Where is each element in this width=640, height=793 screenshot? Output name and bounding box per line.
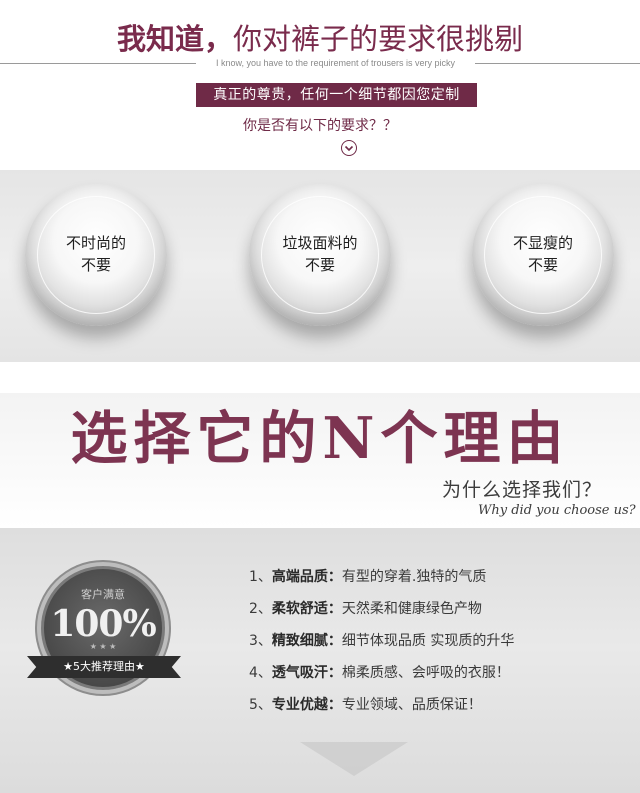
panel-notch	[300, 742, 408, 776]
reason-desc: 有型的穿着.独特的气质	[341, 569, 487, 585]
divider-left	[0, 63, 196, 64]
headline: 我知道，你对裤子的要求很挑剔	[0, 20, 640, 58]
reason-item: 4、透气吸汗：棉柔质感、会呼吸的衣服！	[249, 662, 629, 694]
badge-ribbon: ★5大推荐理由★	[27, 656, 181, 678]
requirements-strip: 不时尚的 不要 垃圾面料的 不要 不显瘦的 不要	[0, 170, 640, 362]
chevron-down-circle-icon	[341, 140, 357, 156]
reason-list: 1、高端品质：有型的穿着.独特的气质 2、柔软舒适：天然柔和健康绿色产物 3、精…	[249, 566, 629, 726]
reason-desc: 棉柔质感、会呼吸的衣服！	[341, 665, 510, 681]
requirement-sphere: 垃圾面料的 不要	[249, 184, 391, 326]
reason-key: 高端品质：	[271, 569, 342, 585]
requirement-verdict: 不要	[304, 256, 335, 274]
badge-top-label: 客户满意	[81, 588, 125, 601]
tagline-banner: 真正的尊贵，任何一个细节都因您定制	[196, 83, 477, 107]
divider-right	[475, 63, 640, 64]
why-choose-us-cn: 为什么选择我们？	[442, 479, 603, 501]
reason-number: 5、	[249, 697, 272, 713]
reason-key: 专业优越：	[271, 697, 342, 713]
requirement-sphere: 不显瘦的 不要	[472, 184, 614, 326]
requirement-line: 垃圾面料的	[282, 234, 358, 252]
reason-item: 5、专业优越：专业领域、品质保证！	[249, 694, 629, 726]
reason-desc: 专业领域、品质保证！	[341, 697, 482, 713]
requirement-line: 不时尚的	[65, 234, 126, 252]
badge-percent: 100%	[50, 603, 156, 645]
reason-number: 2、	[249, 601, 272, 617]
badge-stars-icon: ★ ★ ★	[89, 642, 117, 651]
requirement-line: 不显瘦的	[512, 234, 573, 252]
question-text: 你是否有以下的要求？？	[243, 118, 397, 134]
reason-key: 精致细腻：	[271, 633, 342, 649]
reason-item: 1、高端品质：有型的穿着.独特的气质	[249, 566, 629, 598]
reason-desc: 细节体现品质 实现质的升华	[341, 633, 515, 649]
satisfaction-badge: 客户满意 100% ★ ★ ★ ★5大推荐理由★	[27, 566, 181, 696]
reasons-header-bg	[0, 393, 640, 528]
requirement-sphere: 不时尚的 不要	[25, 184, 167, 326]
reason-number: 1、	[249, 569, 272, 585]
requirement-verdict: 不要	[80, 256, 111, 274]
reason-number: 3、	[249, 633, 272, 649]
reason-item: 3、精致细腻：细节体现品质 实现质的升华	[249, 630, 629, 662]
headline-strong: 我知道，	[116, 22, 233, 56]
reasons-title: 选择它的N个理由	[70, 405, 570, 472]
headline-english: I know, you have to the requirement of t…	[215, 58, 456, 68]
requirement-verdict: 不要	[527, 256, 558, 274]
reason-item: 2、柔软舒适：天然柔和健康绿色产物	[249, 598, 629, 630]
headline-rest: 你对裤子的要求很挑剔	[233, 22, 524, 56]
reason-number: 4、	[249, 665, 272, 681]
why-choose-us-en: Why did you choose us?	[478, 503, 636, 518]
reason-key: 柔软舒适：	[271, 601, 342, 617]
reason-key: 透气吸汗：	[271, 665, 342, 681]
reason-desc: 天然柔和健康绿色产物	[341, 601, 482, 617]
